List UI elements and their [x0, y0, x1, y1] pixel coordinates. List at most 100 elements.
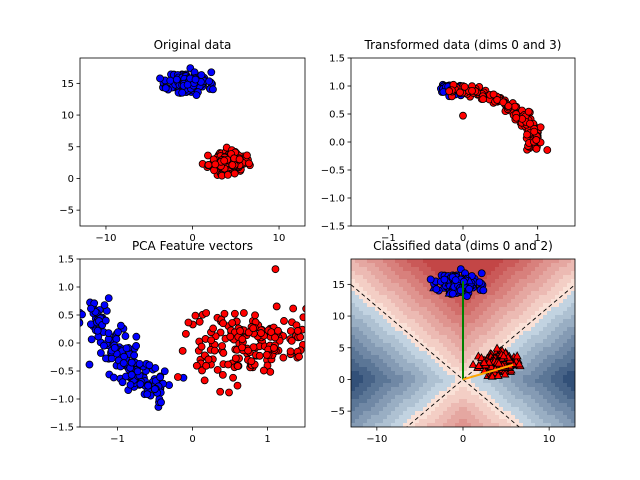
contour-cell: [399, 271, 404, 276]
contour-cell: [447, 411, 452, 416]
contour-cell: [411, 379, 416, 384]
contour-cell: [403, 367, 408, 372]
contour-cell: [371, 291, 376, 296]
contour-cell: [375, 287, 380, 292]
contour-cell: [539, 315, 544, 320]
contour-cell: [403, 283, 408, 288]
contour-cell: [555, 307, 560, 312]
contour-cell: [527, 271, 532, 276]
contour-cell: [415, 259, 420, 264]
data-point: [504, 102, 513, 111]
contour-cell: [467, 395, 472, 400]
contour-cell: [407, 311, 412, 316]
panel-pca-feature-vectors: −1 0 1−1.5−1.0−0.50.00.51.01.5: [50, 255, 306, 445]
contour-cell: [395, 407, 400, 412]
contour-cell: [499, 407, 504, 412]
contour-cell: [391, 399, 396, 404]
contour-cell: [475, 335, 480, 340]
contour-cell: [571, 263, 575, 268]
contour-cell: [483, 307, 488, 312]
contour-cell: [431, 375, 436, 380]
contour-cell: [491, 383, 496, 388]
contour-cell: [403, 351, 408, 356]
contour-cell: [527, 307, 532, 312]
contour-cell: [539, 335, 544, 340]
contour-cell: [419, 323, 424, 328]
data-point: [110, 343, 119, 352]
contour-cell: [447, 355, 452, 360]
contour-cell: [383, 415, 388, 420]
contour-cell: [455, 407, 460, 412]
contour-cell: [471, 267, 476, 272]
contour-cell: [563, 419, 568, 424]
x-tick-label: 1: [264, 434, 270, 445]
contour-cell: [511, 331, 516, 336]
contour-cell: [503, 383, 508, 388]
contour-cell: [519, 347, 524, 352]
contour-cell: [471, 355, 476, 360]
panel-transformed-data: −1 0 1−1.5−1.0−0.50.00.51.01.5 Transformed…: [321, 38, 576, 244]
contour-cell: [555, 403, 560, 408]
contour-cell: [447, 323, 452, 328]
data-point: [204, 151, 212, 160]
data-point: [244, 346, 252, 355]
contour-cell: [523, 291, 528, 296]
contour-cell: [539, 375, 544, 380]
contour-cell: [427, 415, 432, 420]
data-point: [230, 309, 239, 318]
contour-cell: [351, 419, 356, 424]
contour-cell: [487, 399, 492, 404]
y-tick-label: 5: [339, 343, 345, 354]
contour-cell: [495, 315, 500, 320]
contour-cell: [503, 279, 508, 284]
contour-cell: [403, 391, 408, 396]
contour-cell: [555, 383, 560, 388]
contour-cell: [423, 331, 428, 336]
contour-cell: [399, 315, 404, 320]
contour-cell: [527, 351, 532, 356]
contour-cell: [443, 411, 448, 416]
contour-cell: [539, 391, 544, 396]
contour-cell: [515, 283, 520, 288]
contour-cell: [363, 331, 368, 336]
contour-cell: [503, 403, 508, 408]
data-point: [512, 351, 522, 360]
contour-cell: [391, 391, 396, 396]
contour-cell: [403, 259, 408, 264]
contour-cell: [415, 307, 420, 312]
contour-cell: [375, 407, 380, 412]
contour-cell: [359, 415, 364, 420]
contour-cell: [423, 279, 428, 284]
contour-cell: [563, 379, 568, 384]
contour-cell: [483, 419, 488, 424]
contour-cell: [379, 259, 384, 264]
contour-cell: [571, 399, 575, 404]
contour-cell: [543, 283, 548, 288]
contour-cell: [519, 379, 524, 384]
contour-cell: [567, 395, 572, 400]
contour-cell: [515, 295, 520, 300]
contour-cell: [379, 331, 384, 336]
contour-cell: [423, 367, 428, 372]
data-point: [99, 341, 108, 350]
contour-cell: [515, 387, 520, 392]
contour-cell: [555, 275, 560, 280]
contour-cell: [535, 423, 540, 427]
contour-cell: [547, 339, 552, 344]
contour-cell: [539, 279, 544, 284]
contour-cell: [559, 287, 564, 292]
contour-cell: [403, 415, 408, 420]
contour-cell: [551, 359, 556, 364]
contour-cell: [427, 335, 432, 340]
data-point: [173, 373, 182, 381]
contour-cell: [359, 343, 364, 348]
contour-cell: [375, 355, 380, 360]
contour-cell: [467, 299, 472, 304]
data-point: [259, 366, 268, 375]
contour-cell: [407, 367, 412, 372]
data-point: [532, 136, 541, 144]
contour-cell: [463, 335, 468, 340]
contour-cell: [399, 295, 404, 300]
contour-cell: [443, 315, 448, 320]
